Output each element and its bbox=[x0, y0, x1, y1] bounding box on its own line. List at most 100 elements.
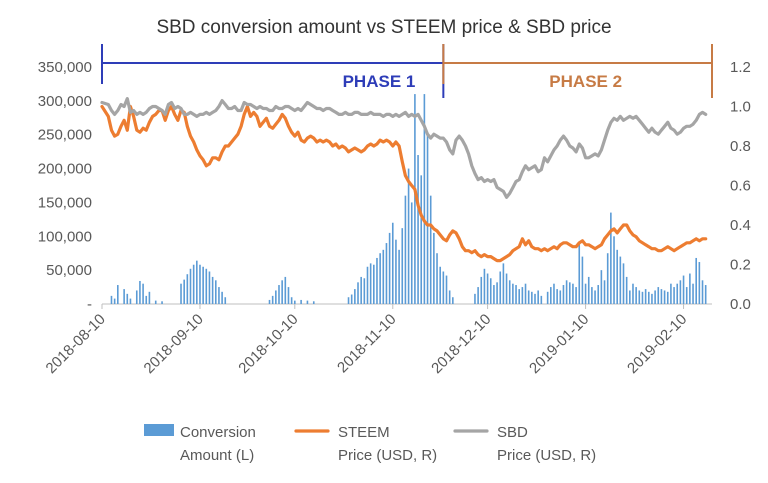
conversion-bar bbox=[189, 268, 192, 304]
conversion-bar bbox=[426, 134, 429, 304]
conversion-bar bbox=[268, 299, 271, 304]
conversion-bar bbox=[379, 253, 381, 304]
conversion-bar bbox=[123, 289, 125, 304]
conversion-bar bbox=[442, 271, 445, 304]
x-tick-label: 2018-08-10 bbox=[43, 311, 109, 377]
conversion-bar bbox=[278, 285, 280, 304]
conversion-bar bbox=[423, 94, 426, 304]
conversion-bar bbox=[657, 287, 660, 304]
conversion-bar bbox=[502, 263, 505, 304]
conversion-bar bbox=[439, 266, 441, 304]
conversion-bar bbox=[603, 280, 606, 304]
conversion-bar bbox=[622, 263, 625, 304]
conversion-bar bbox=[682, 275, 685, 304]
conversion-bar bbox=[679, 280, 682, 304]
conversion-bar bbox=[202, 266, 204, 304]
conversion-bar bbox=[306, 300, 309, 304]
conversion-bar bbox=[568, 282, 571, 304]
conversion-bar bbox=[489, 278, 492, 304]
conversion-bar bbox=[398, 249, 400, 304]
conversion-bar bbox=[477, 287, 479, 304]
y-left-tick-label: 300,000 bbox=[38, 93, 92, 110]
x-tick-label: 2018-10-10 bbox=[235, 311, 301, 377]
conversion-bar bbox=[366, 266, 369, 304]
conversion-bar bbox=[113, 298, 116, 304]
conversion-bar bbox=[135, 290, 138, 304]
conversion-bar bbox=[515, 285, 517, 304]
legend-label: SBD bbox=[497, 424, 528, 441]
conversion-bar bbox=[572, 283, 574, 304]
conversion-bar bbox=[651, 293, 653, 304]
conversion-bar bbox=[584, 283, 587, 304]
conversion-bar bbox=[110, 295, 113, 304]
y-right-tick-label: 0.8 bbox=[730, 138, 751, 155]
conversion-bar bbox=[587, 276, 590, 304]
conversion-bar bbox=[410, 202, 413, 304]
conversion-bar bbox=[407, 168, 410, 304]
conversion-bar bbox=[496, 282, 498, 304]
conversion-bar bbox=[537, 290, 539, 304]
conversion-bar bbox=[553, 283, 555, 304]
conversion-bar bbox=[218, 287, 220, 304]
conversion-bar bbox=[695, 257, 697, 304]
conversion-bar bbox=[493, 285, 495, 304]
x-tick-label: 2018-11-10 bbox=[334, 311, 399, 376]
conversion-bar bbox=[546, 291, 549, 304]
sbd-price-line bbox=[100, 97, 708, 199]
conversion-bar bbox=[429, 195, 432, 304]
conversion-bar bbox=[654, 290, 656, 304]
conversion-bar bbox=[581, 256, 584, 304]
conversion-bar bbox=[685, 287, 688, 304]
steem-price-line bbox=[100, 104, 708, 263]
conversion-bar bbox=[632, 283, 634, 304]
conversion-bar bbox=[531, 291, 533, 304]
conversion-bar bbox=[534, 293, 536, 304]
conversion-bar bbox=[186, 274, 189, 304]
legend-label: Price (USD, R) bbox=[497, 447, 596, 464]
conversion-bar bbox=[382, 249, 385, 304]
conversion-bar bbox=[578, 244, 581, 304]
conversion-bar bbox=[391, 222, 394, 304]
conversion-bar bbox=[448, 290, 451, 304]
conversion-bar bbox=[347, 297, 350, 304]
conversion-bar bbox=[483, 268, 486, 304]
y-left-tick-label: - bbox=[87, 296, 92, 313]
legend-swatch-conversion bbox=[144, 424, 174, 436]
conversion-bar bbox=[597, 285, 600, 304]
conversion-bar bbox=[350, 294, 353, 304]
conversion-bar bbox=[613, 236, 615, 304]
conversion-bar bbox=[357, 282, 359, 304]
conversion-bar bbox=[436, 253, 438, 304]
y-right-tick-label: 1.2 bbox=[730, 59, 751, 76]
conversion-bar bbox=[486, 273, 489, 304]
conversion-bar bbox=[180, 283, 182, 304]
conversion-bar bbox=[673, 287, 675, 304]
conversion-bar bbox=[565, 280, 568, 304]
conversion-bar bbox=[676, 283, 679, 304]
chart-title: SBD conversion amount vs STEEM price & S… bbox=[156, 17, 611, 38]
conversion-bar bbox=[452, 297, 454, 304]
y-left-tick-label: 50,000 bbox=[46, 262, 92, 279]
conversion-bar bbox=[281, 280, 283, 304]
conversion-bar bbox=[704, 285, 707, 304]
conversion-bar bbox=[284, 276, 287, 304]
conversion-bar bbox=[363, 278, 366, 304]
conversion-bar bbox=[635, 287, 637, 304]
conversion-bar bbox=[474, 293, 476, 304]
conversion-bar bbox=[629, 290, 631, 304]
phase-label: PHASE 1 bbox=[343, 72, 416, 91]
conversion-bar bbox=[208, 271, 211, 304]
conversion-bar bbox=[196, 260, 198, 304]
conversion-bar bbox=[221, 291, 223, 304]
legend-label: Conversion bbox=[180, 424, 256, 441]
conversion-bar bbox=[376, 257, 378, 304]
conversion-bar bbox=[445, 275, 448, 304]
conversion-bar bbox=[600, 270, 603, 304]
y-left-tick-label: 100,000 bbox=[38, 228, 92, 245]
conversion-bar bbox=[385, 243, 388, 304]
x-tick-label: 2019-02-10 bbox=[624, 311, 690, 377]
conversion-bar bbox=[388, 232, 391, 304]
legend-label: Price (USD, R) bbox=[338, 447, 437, 464]
conversion-bar bbox=[610, 212, 612, 304]
conversion-bar bbox=[701, 280, 704, 304]
